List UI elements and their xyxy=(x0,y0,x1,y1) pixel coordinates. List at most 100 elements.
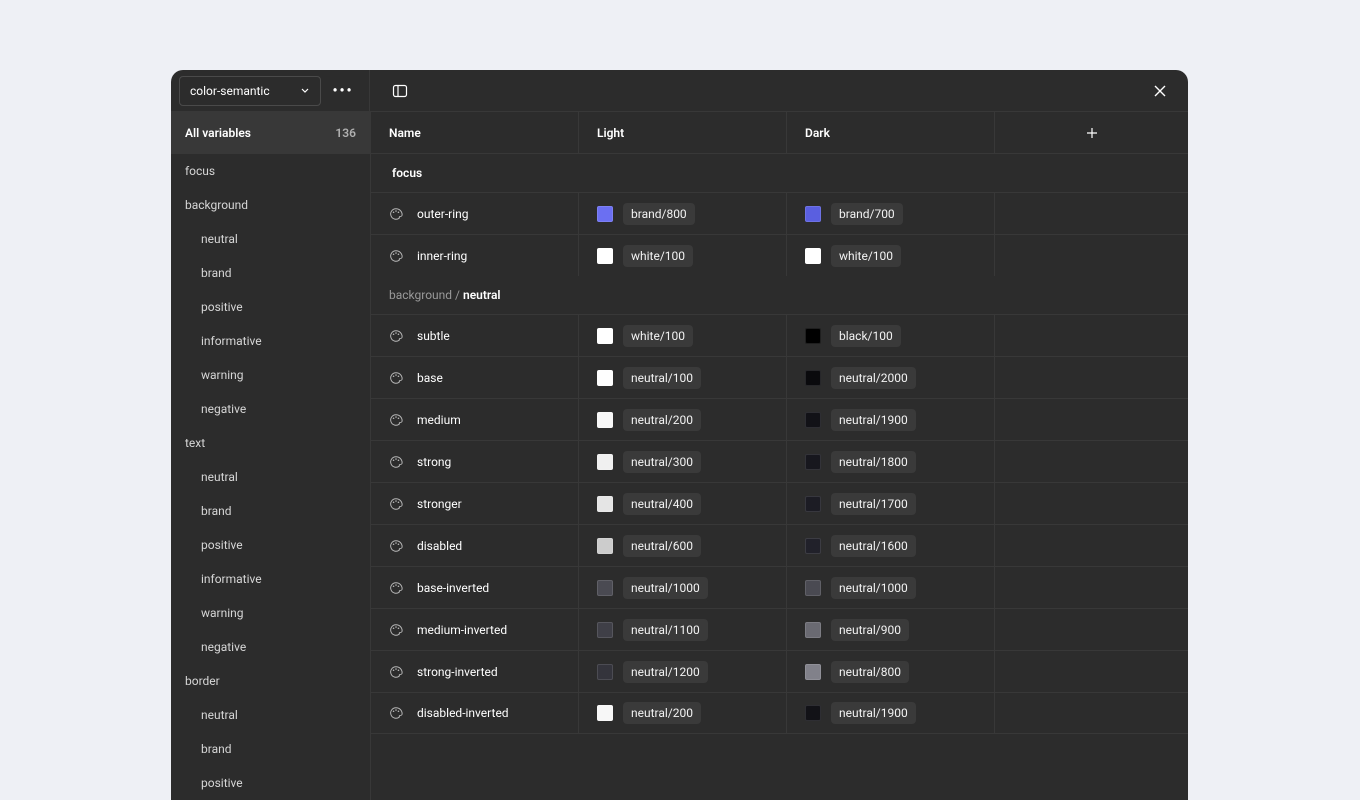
variable-name-cell: stronger xyxy=(371,483,579,524)
palette-icon xyxy=(389,665,403,679)
swatch-icon xyxy=(597,248,613,264)
add-mode-button[interactable] xyxy=(995,112,1188,153)
variables-scroll[interactable]: focus outer-ringbrand/800brand/700inner-r… xyxy=(371,154,1188,800)
value-cell[interactable]: neutral/1700 xyxy=(787,483,995,524)
variable-row[interactable]: inner-ringwhite/100white/100 xyxy=(371,234,1188,276)
alias-chip: neutral/1100 xyxy=(623,619,708,641)
swatch-icon xyxy=(805,328,821,344)
value-cell[interactable]: neutral/2000 xyxy=(787,357,995,398)
variable-row[interactable]: disabledneutral/600neutral/1600 xyxy=(371,524,1188,566)
column-header-dark[interactable]: Dark xyxy=(787,112,995,153)
sidebar-subgroup[interactable]: negative xyxy=(171,392,370,426)
sidebar-subgroup[interactable]: neutral xyxy=(171,460,370,494)
sidebar-subgroup[interactable]: neutral xyxy=(171,698,370,732)
value-cell[interactable]: neutral/1800 xyxy=(787,441,995,482)
variable-row[interactable]: medium-invertedneutral/1100neutral/900 xyxy=(371,608,1188,650)
empty-cell xyxy=(995,441,1188,482)
value-cell[interactable]: neutral/1000 xyxy=(579,567,787,608)
alias-chip: neutral/1600 xyxy=(831,535,916,557)
sidebar-group[interactable]: background xyxy=(171,188,370,222)
variable-name-cell: strong-inverted xyxy=(371,651,579,692)
variable-row[interactable]: outer-ringbrand/800brand/700 xyxy=(371,192,1188,234)
sidebar-subgroup[interactable]: warning xyxy=(171,358,370,392)
variable-row[interactable]: base neutral/100 neutral/2000 xyxy=(371,356,1188,398)
variable-name-cell: base xyxy=(371,357,579,398)
variable-row[interactable]: strong-invertedneutral/1200neutral/800 xyxy=(371,650,1188,692)
sidebar-subgroup[interactable]: informative xyxy=(171,562,370,596)
value-cell[interactable]: neutral/200 xyxy=(579,399,787,440)
value-cell[interactable]: neutral/400 xyxy=(579,483,787,524)
value-cell[interactable]: neutral/1900 xyxy=(787,693,995,733)
sidebar-subgroup[interactable]: positive xyxy=(171,528,370,562)
variable-row[interactable]: subtlewhite/100black/100 xyxy=(371,314,1188,356)
sidebar-subgroup[interactable]: informative xyxy=(171,324,370,358)
value-cell[interactable]: neutral/1900 xyxy=(787,399,995,440)
variable-row[interactable]: disabled-inverted neutral/200 neutral/1900 xyxy=(371,692,1188,734)
alias-chip: neutral/1000 xyxy=(831,577,916,599)
value-cell[interactable]: brand/800 xyxy=(579,193,787,234)
sidebar-subgroup[interactable]: brand xyxy=(171,256,370,290)
sidebar-subgroup[interactable]: negative xyxy=(171,630,370,664)
value-cell[interactable]: neutral/100 xyxy=(579,357,787,398)
sidebar-subgroup[interactable]: positive xyxy=(171,766,370,800)
ellipsis-icon: ••• xyxy=(332,83,353,99)
sidebar-subgroup[interactable]: warning xyxy=(171,596,370,630)
value-cell[interactable]: white/100 xyxy=(787,235,995,276)
alias-chip: neutral/200 xyxy=(623,702,701,724)
palette-icon xyxy=(389,581,403,595)
value-cell[interactable]: neutral/600 xyxy=(579,525,787,566)
swatch-icon xyxy=(805,622,821,638)
alias-chip: neutral/100 xyxy=(623,367,701,389)
group-leaf: focus xyxy=(392,166,422,180)
variable-name: base-inverted xyxy=(417,581,489,595)
value-cell[interactable]: neutral/900 xyxy=(787,609,995,650)
sidebar-group[interactable]: border xyxy=(171,664,370,698)
swatch-icon xyxy=(805,370,821,386)
variable-row[interactable]: strongneutral/300neutral/1800 xyxy=(371,440,1188,482)
value-cell[interactable]: brand/700 xyxy=(787,193,995,234)
alias-chip: neutral/200 xyxy=(623,409,701,431)
group-crumb: background / xyxy=(389,288,460,302)
swatch-icon xyxy=(805,705,821,721)
variable-name: medium xyxy=(417,413,461,427)
variable-row[interactable]: base-inverted neutral/1000 neutral/1000 xyxy=(371,566,1188,608)
value-cell[interactable]: neutral/300 xyxy=(579,441,787,482)
sidebar-subgroup[interactable]: neutral xyxy=(171,222,370,256)
value-cell[interactable]: neutral/1100 xyxy=(579,609,787,650)
value-cell[interactable]: white/100 xyxy=(579,315,787,356)
value-cell[interactable]: white/100 xyxy=(579,235,787,276)
value-cell[interactable]: black/100 xyxy=(787,315,995,356)
value-cell[interactable]: neutral/200 xyxy=(579,693,787,733)
variable-row[interactable]: medium neutral/200 neutral/1900 xyxy=(371,398,1188,440)
variable-row[interactable]: stronger neutral/400 neutral/1700 xyxy=(371,482,1188,524)
swatch-icon xyxy=(805,664,821,680)
more-button[interactable]: ••• xyxy=(329,77,357,105)
palette-icon xyxy=(389,413,403,427)
sidebar-subgroup[interactable]: positive xyxy=(171,290,370,324)
alias-chip: neutral/600 xyxy=(623,535,701,557)
sidebar-subgroup[interactable]: brand xyxy=(171,732,370,766)
column-header-light[interactable]: Light xyxy=(579,112,787,153)
variable-name-cell: disabled-inverted xyxy=(371,693,579,733)
variable-name: base xyxy=(417,371,443,385)
sidebar-subgroup[interactable]: brand xyxy=(171,494,370,528)
variables-panel: color-semantic ••• All variables 136 foc… xyxy=(171,70,1188,800)
value-cell[interactable]: neutral/1000 xyxy=(787,567,995,608)
empty-cell xyxy=(995,483,1188,524)
empty-cell xyxy=(995,399,1188,440)
collection-dropdown[interactable]: color-semantic xyxy=(179,76,321,106)
swatch-icon xyxy=(597,370,613,386)
sidebar-all-variables[interactable]: All variables 136 xyxy=(171,112,370,154)
close-button[interactable] xyxy=(1146,77,1174,105)
alias-chip: neutral/1700 xyxy=(831,493,916,515)
toggle-sidebar-button[interactable] xyxy=(386,77,414,105)
plus-icon xyxy=(1085,126,1099,140)
sidebar-group[interactable]: text xyxy=(171,426,370,460)
value-cell[interactable]: neutral/1600 xyxy=(787,525,995,566)
value-cell[interactable]: neutral/1200 xyxy=(579,651,787,692)
variable-name: stronger xyxy=(417,497,462,511)
collection-name: color-semantic xyxy=(190,84,270,98)
value-cell[interactable]: neutral/800 xyxy=(787,651,995,692)
palette-icon xyxy=(389,623,403,637)
sidebar-group[interactable]: focus xyxy=(171,154,370,188)
